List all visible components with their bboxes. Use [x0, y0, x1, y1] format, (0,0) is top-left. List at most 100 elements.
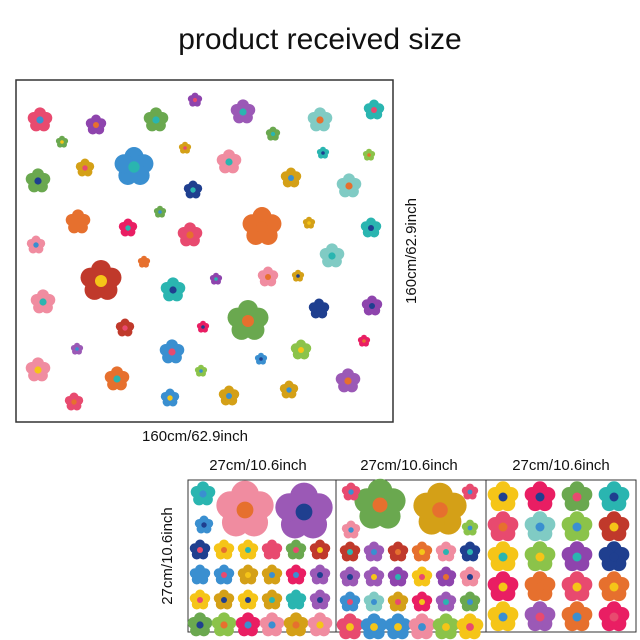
flower [432, 613, 460, 640]
flower [598, 481, 630, 512]
flower-center [535, 522, 545, 532]
sheet-width-label: 27cm/10.6inch [360, 457, 458, 474]
flower [261, 564, 283, 585]
flower-center [128, 161, 140, 173]
flower [408, 613, 436, 640]
flower-center [467, 599, 473, 605]
flower-center [270, 131, 276, 137]
flower [218, 385, 240, 406]
sheet-height-label: 27cm/10.6inch [159, 507, 176, 605]
flower-center [395, 599, 401, 605]
flower-center [316, 306, 322, 312]
flower-center [192, 97, 198, 103]
flower [357, 334, 371, 347]
flower [363, 99, 385, 120]
flower-center [394, 623, 402, 631]
flower-center [152, 116, 160, 124]
flower-center [419, 549, 425, 555]
flower [459, 541, 481, 562]
flower [524, 601, 556, 632]
flower-center [169, 286, 177, 294]
flower [118, 218, 138, 237]
flower-center [34, 366, 42, 374]
flower [598, 511, 630, 542]
flower [308, 298, 330, 319]
flower [80, 260, 122, 300]
flower [561, 541, 593, 572]
flower-center [467, 489, 473, 495]
flower-center [183, 146, 187, 150]
flower [354, 478, 406, 529]
flower-center [317, 597, 323, 603]
flower [561, 571, 593, 602]
flower-center [113, 375, 121, 383]
flower [309, 564, 331, 585]
flower [227, 300, 269, 340]
flower-center [346, 623, 354, 631]
flower-center [93, 122, 99, 128]
flower [177, 222, 203, 247]
flower [216, 149, 242, 174]
flower-center [95, 275, 107, 287]
flower [190, 481, 216, 506]
sheet-width-label: 27cm/10.6inch [512, 457, 610, 474]
flower [285, 589, 307, 610]
flower-center [269, 547, 275, 553]
flower [362, 148, 376, 161]
flower [189, 589, 211, 610]
flower [285, 564, 307, 585]
flower-center [347, 574, 353, 580]
flower [411, 541, 433, 562]
flower-center [244, 621, 252, 629]
flower [598, 571, 630, 602]
flower-center [269, 597, 275, 603]
flower [363, 541, 385, 562]
flower [285, 539, 307, 560]
flower-center [467, 549, 473, 555]
title: product received size [178, 23, 461, 56]
flower-center [498, 552, 508, 562]
flower [55, 135, 69, 148]
flower-center [34, 177, 42, 185]
flower [196, 320, 210, 333]
flower-center [286, 387, 292, 393]
flower-center [345, 182, 353, 190]
flower [435, 591, 457, 612]
flower-center [535, 582, 545, 592]
flower-center [201, 522, 207, 528]
flower-center [467, 574, 473, 580]
flower [339, 541, 361, 562]
flower [280, 167, 302, 188]
flower [487, 601, 519, 632]
flower-center [572, 522, 582, 532]
flower-center [347, 599, 353, 605]
flower-center [395, 574, 401, 580]
flower [114, 147, 154, 185]
flower [336, 613, 364, 640]
flower [64, 392, 84, 411]
main-flowers [25, 92, 385, 411]
flower-center [220, 621, 228, 629]
flower [487, 481, 519, 512]
flower-center [269, 572, 275, 578]
flower-center [432, 502, 448, 518]
flower [275, 482, 333, 539]
flower-center [371, 107, 377, 113]
flower-center [296, 274, 300, 278]
flower [413, 482, 467, 535]
flower [309, 539, 331, 560]
flower [261, 539, 283, 560]
flower-center [122, 325, 128, 331]
flower-center [347, 549, 353, 555]
flower [336, 173, 362, 198]
flower-center [572, 552, 582, 562]
flower-center [221, 547, 227, 553]
flower [307, 107, 333, 132]
flower [291, 269, 305, 282]
flower-center [293, 597, 299, 603]
flower-center [368, 225, 374, 231]
flower-center [298, 347, 304, 353]
small-flowers [187, 478, 630, 640]
flower [183, 180, 203, 199]
